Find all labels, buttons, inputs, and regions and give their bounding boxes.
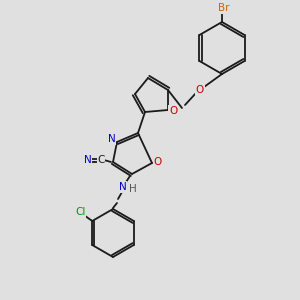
Text: O: O: [196, 85, 204, 95]
Text: Br: Br: [218, 3, 230, 13]
Text: N: N: [108, 134, 116, 144]
Text: O: O: [154, 157, 162, 167]
Text: Cl: Cl: [75, 207, 86, 217]
Text: C: C: [97, 155, 105, 165]
Text: N: N: [84, 155, 92, 165]
Text: O: O: [169, 106, 177, 116]
Text: N: N: [119, 182, 127, 192]
Text: H: H: [129, 184, 137, 194]
